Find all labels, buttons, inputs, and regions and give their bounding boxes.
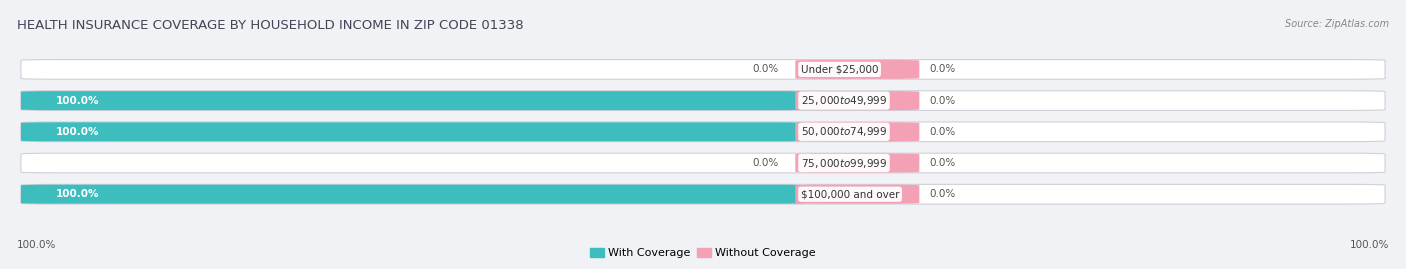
- Text: 0.0%: 0.0%: [929, 158, 955, 168]
- FancyBboxPatch shape: [796, 154, 920, 172]
- FancyBboxPatch shape: [796, 185, 920, 204]
- FancyBboxPatch shape: [21, 153, 1385, 173]
- Text: 100.0%: 100.0%: [55, 127, 98, 137]
- FancyBboxPatch shape: [796, 91, 920, 110]
- FancyBboxPatch shape: [21, 185, 806, 204]
- Legend: With Coverage, Without Coverage: With Coverage, Without Coverage: [586, 243, 820, 263]
- Text: $100,000 and over: $100,000 and over: [801, 189, 900, 199]
- Text: 0.0%: 0.0%: [929, 95, 955, 106]
- Text: 0.0%: 0.0%: [752, 158, 779, 168]
- FancyBboxPatch shape: [21, 59, 1385, 79]
- Text: Under $25,000: Under $25,000: [801, 64, 879, 75]
- FancyBboxPatch shape: [21, 122, 1385, 142]
- Text: 100.0%: 100.0%: [55, 189, 98, 199]
- Text: 100.0%: 100.0%: [17, 240, 56, 250]
- FancyBboxPatch shape: [21, 91, 1385, 111]
- Text: 0.0%: 0.0%: [929, 189, 955, 199]
- Text: 0.0%: 0.0%: [752, 64, 779, 75]
- Text: 0.0%: 0.0%: [929, 127, 955, 137]
- Text: $75,000 to $99,999: $75,000 to $99,999: [801, 157, 887, 169]
- Text: $25,000 to $49,999: $25,000 to $49,999: [801, 94, 887, 107]
- FancyBboxPatch shape: [796, 122, 920, 141]
- FancyBboxPatch shape: [21, 122, 806, 141]
- Text: 100.0%: 100.0%: [55, 95, 98, 106]
- Text: $50,000 to $74,999: $50,000 to $74,999: [801, 125, 887, 138]
- Text: 0.0%: 0.0%: [929, 64, 955, 75]
- Text: Source: ZipAtlas.com: Source: ZipAtlas.com: [1285, 19, 1389, 29]
- Text: 100.0%: 100.0%: [1350, 240, 1389, 250]
- FancyBboxPatch shape: [21, 91, 806, 110]
- FancyBboxPatch shape: [21, 184, 1385, 204]
- FancyBboxPatch shape: [796, 60, 920, 79]
- Text: HEALTH INSURANCE COVERAGE BY HOUSEHOLD INCOME IN ZIP CODE 01338: HEALTH INSURANCE COVERAGE BY HOUSEHOLD I…: [17, 19, 523, 32]
